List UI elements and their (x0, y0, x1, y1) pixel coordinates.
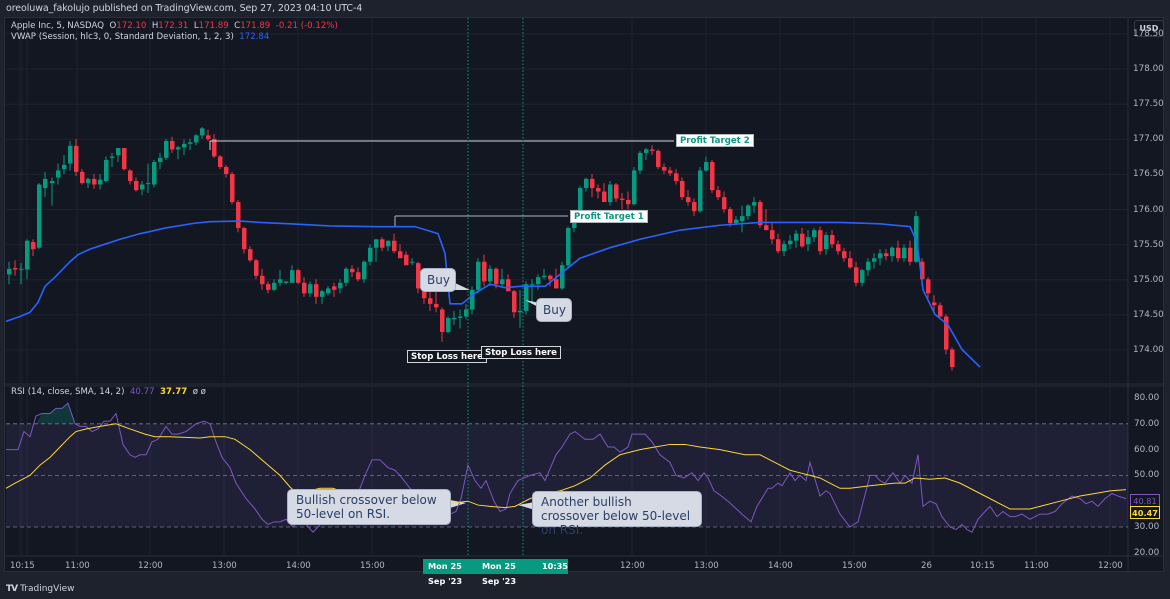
profit-target-1-label[interactable]: Profit Target 1 (570, 210, 648, 223)
price-axis-label: 174.00 (1133, 344, 1164, 355)
time-axis-label: 14:00 (286, 561, 311, 571)
time-axis-label: 13:00 (212, 561, 237, 571)
time-axis-label: 12:00 (138, 561, 163, 571)
stop-loss-label-2[interactable]: Stop Loss here (481, 346, 561, 359)
time-axis-label: 10:15 (970, 561, 995, 571)
time-axis-label: 13:00 (694, 561, 719, 571)
close-value: 171.89 (240, 21, 271, 31)
rsi-axis-label: 70.00 (1134, 418, 1160, 429)
price-axis-label: 178.00 (1133, 64, 1164, 75)
price-axis-label: 175.50 (1133, 239, 1164, 250)
price-axis-label: 174.50 (1133, 309, 1164, 320)
time-axis-label: 12:00 (1098, 561, 1123, 571)
time-axis-label: 26 (921, 561, 932, 571)
rsi-note-callout-2[interactable]: Another bullish crossover below 50-level… (532, 491, 702, 537)
rsi-axis-label: 20.00 (1134, 547, 1160, 558)
time-axis-label: 10:15 (10, 561, 35, 571)
publisher-text: oreoluwa_fakolujo published on TradingVi… (6, 3, 363, 14)
time-axis-label: 14:00 (768, 561, 793, 571)
vwap-value: 172.84 (239, 32, 270, 42)
rsi-title: RSI (14, close, SMA, 14, 2) (11, 387, 125, 397)
time-axis-label: 15:00 (360, 561, 385, 571)
high-value: 172.31 (158, 21, 189, 31)
vwap-legend[interactable]: VWAP (Session, hlc3, 0, Standard Deviati… (11, 32, 269, 42)
footer-brand[interactable]: TV TradingView (6, 584, 75, 594)
brand-name: TradingView (20, 584, 75, 594)
chart-frame[interactable] (4, 17, 1164, 572)
price-axis-label: 176.50 (1133, 169, 1164, 180)
open-value: 172.10 (116, 21, 147, 31)
rsi-note-callout-1[interactable]: Bullish crossover below 50-level on RSI. (287, 489, 451, 525)
time-axis-label: 15:00 (842, 561, 867, 571)
low-value: 171.89 (198, 21, 229, 31)
symbol-name: Apple Inc, 5, NASDAQ (11, 21, 105, 31)
symbol-legend: Apple Inc, 5, NASDAQ O172.10 H172.31 L17… (11, 21, 338, 31)
price-axis-label: 177.50 (1133, 99, 1164, 110)
price-axis-label: 175.00 (1133, 274, 1164, 285)
rsi-ma-value: 37.77 (160, 387, 188, 397)
change-value: -0.21 (-0.12%) (275, 21, 338, 31)
time-axis-label: 11:00 (1024, 561, 1049, 571)
time-axis-label: 11:00 (65, 561, 90, 571)
rsi-axis-label: 60.00 (1134, 444, 1160, 455)
rsi-axis-label: 30.00 (1134, 522, 1160, 532)
tradingview-logo-icon: TV (6, 584, 18, 594)
rsi-ma-last-badge: 40.47 (1130, 506, 1160, 519)
currency-button[interactable]: USD (1134, 20, 1164, 37)
crosshair-time-badge: Mon 25 Sep '23 Mon 25 Sep '23 10:35 (423, 559, 568, 586)
vwap-title: VWAP (Session, hlc3, 0, Standard Deviati… (11, 32, 234, 42)
time-axis-label: 12:00 (620, 561, 645, 571)
price-axis-label: 178.50 (1133, 29, 1164, 39)
rsi-axis-label: 50.00 (1134, 470, 1160, 481)
profit-target-2-label[interactable]: Profit Target 2 (676, 134, 754, 147)
stop-loss-label-1[interactable]: Stop Loss here (407, 350, 487, 363)
price-axis-label: 177.00 (1133, 134, 1164, 145)
rsi-axis-label: 80.00 (1134, 393, 1160, 403)
rsi-extra: ø ø (192, 387, 206, 397)
publisher-bar: oreoluwa_fakolujo published on TradingVi… (0, 0, 1170, 18)
rsi-value: 40.77 (129, 387, 155, 397)
price-axis-label: 176.00 (1133, 204, 1164, 215)
buy-callout-1[interactable]: Buy (420, 268, 456, 292)
buy-callout-2[interactable]: Buy (536, 298, 572, 322)
rsi-legend[interactable]: RSI (14, close, SMA, 14, 2) 40.77 37.77 … (11, 387, 206, 397)
